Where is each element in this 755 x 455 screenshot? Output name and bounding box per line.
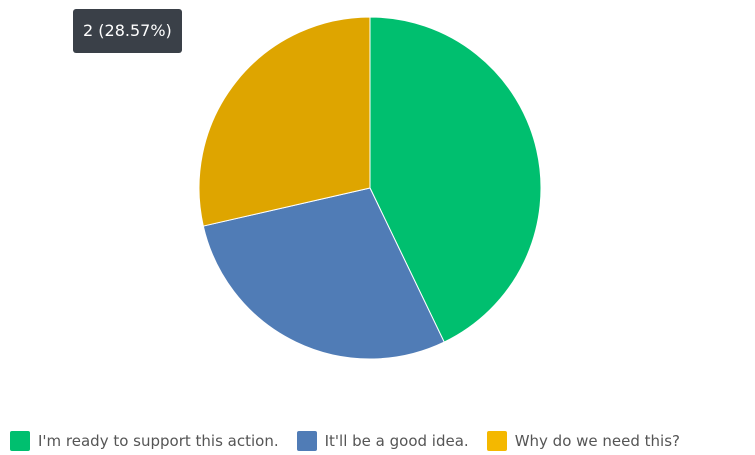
legend-label-support: I'm ready to support this action. [38, 432, 279, 450]
pie-slice-why-need[interactable] [198, 16, 371, 227]
legend-label-good-idea: It'll be a good idea. [324, 432, 469, 450]
pie-slice-support[interactable] [369, 16, 542, 343]
legend-item-why-need[interactable]: Why do we need this? [486, 431, 680, 451]
legend-swatch-support [10, 431, 30, 451]
legend-item-good-idea[interactable]: It'll be a good idea. [296, 431, 469, 451]
legend-item-support[interactable]: I'm ready to support this action. [10, 431, 279, 451]
pie-plot-area [198, 16, 542, 360]
pie-slice-good-idea[interactable] [202, 187, 445, 360]
legend-label-why-need: Why do we need this? [514, 432, 680, 450]
legend-swatch-why-need [486, 431, 507, 451]
slice-tooltip: 2 (28.57%) [73, 9, 182, 53]
legend-swatch-good-idea [296, 431, 317, 451]
legend: I'm ready to support this action. It'll … [10, 428, 680, 454]
